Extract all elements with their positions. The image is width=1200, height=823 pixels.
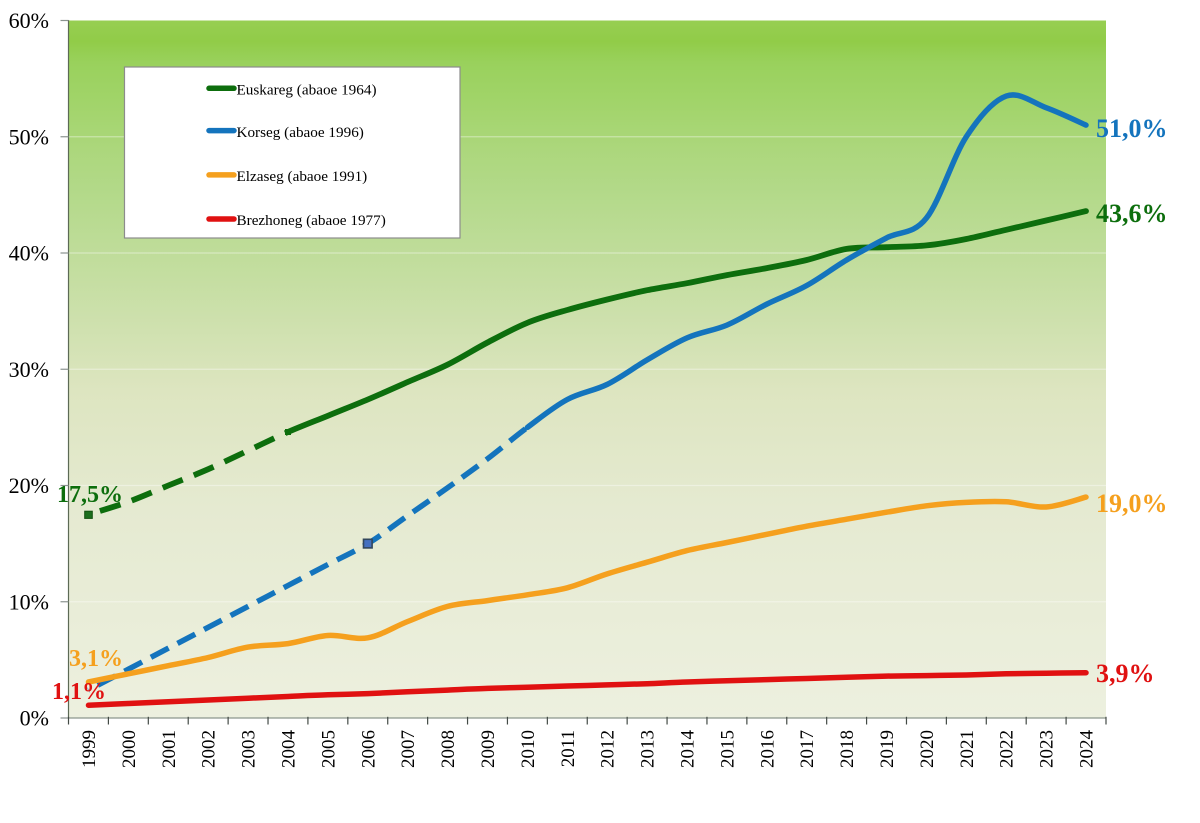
- svg-text:Euskareg (abaoe 1964): Euskareg (abaoe 1964): [237, 82, 377, 99]
- svg-text:10%: 10%: [9, 589, 49, 614]
- svg-text:2012: 2012: [598, 730, 619, 768]
- svg-text:2016: 2016: [757, 730, 778, 768]
- svg-text:Korseg (abaoe 1996): Korseg (abaoe 1996): [237, 124, 364, 141]
- svg-text:2008: 2008: [438, 730, 459, 768]
- svg-text:2009: 2009: [478, 730, 499, 768]
- svg-text:30%: 30%: [9, 357, 49, 382]
- svg-text:Elzaseg (abaoe 1991): Elzaseg (abaoe 1991): [237, 168, 368, 185]
- svg-text:3,1%: 3,1%: [69, 646, 123, 672]
- svg-text:19,0%: 19,0%: [1096, 489, 1168, 518]
- svg-text:50%: 50%: [9, 124, 49, 149]
- svg-text:2005: 2005: [318, 730, 339, 768]
- svg-text:2011: 2011: [558, 730, 579, 767]
- svg-text:Brezhoneg (abaoe 1977): Brezhoneg (abaoe 1977): [237, 212, 386, 229]
- svg-text:2015: 2015: [717, 730, 738, 768]
- svg-text:20%: 20%: [9, 473, 49, 498]
- svg-text:2022: 2022: [997, 730, 1018, 768]
- svg-text:60%: 60%: [9, 8, 49, 33]
- svg-text:51,0%: 51,0%: [1096, 114, 1168, 143]
- svg-text:1999: 1999: [79, 730, 100, 768]
- svg-text:2024: 2024: [1077, 730, 1098, 769]
- svg-text:2010: 2010: [518, 730, 539, 768]
- svg-text:40%: 40%: [9, 241, 49, 266]
- svg-text:2014: 2014: [678, 730, 699, 769]
- svg-text:2021: 2021: [957, 730, 978, 768]
- svg-text:17,5%: 17,5%: [57, 482, 123, 508]
- svg-text:2023: 2023: [1037, 730, 1058, 768]
- svg-text:1,1%: 1,1%: [52, 679, 106, 705]
- svg-text:2020: 2020: [917, 730, 938, 768]
- svg-text:2000: 2000: [119, 730, 140, 768]
- svg-text:2018: 2018: [837, 730, 858, 768]
- svg-text:3,9%: 3,9%: [1096, 659, 1155, 688]
- svg-text:2007: 2007: [398, 730, 419, 768]
- svg-text:0%: 0%: [20, 706, 49, 731]
- svg-text:2006: 2006: [358, 730, 379, 768]
- svg-text:2003: 2003: [239, 730, 260, 768]
- svg-text:2013: 2013: [638, 730, 659, 768]
- svg-text:2002: 2002: [199, 730, 220, 768]
- svg-text:43,6%: 43,6%: [1096, 199, 1168, 228]
- svg-text:2017: 2017: [797, 730, 818, 768]
- svg-text:2004: 2004: [278, 730, 299, 769]
- svg-text:2001: 2001: [159, 730, 180, 768]
- svg-text:2019: 2019: [877, 730, 898, 768]
